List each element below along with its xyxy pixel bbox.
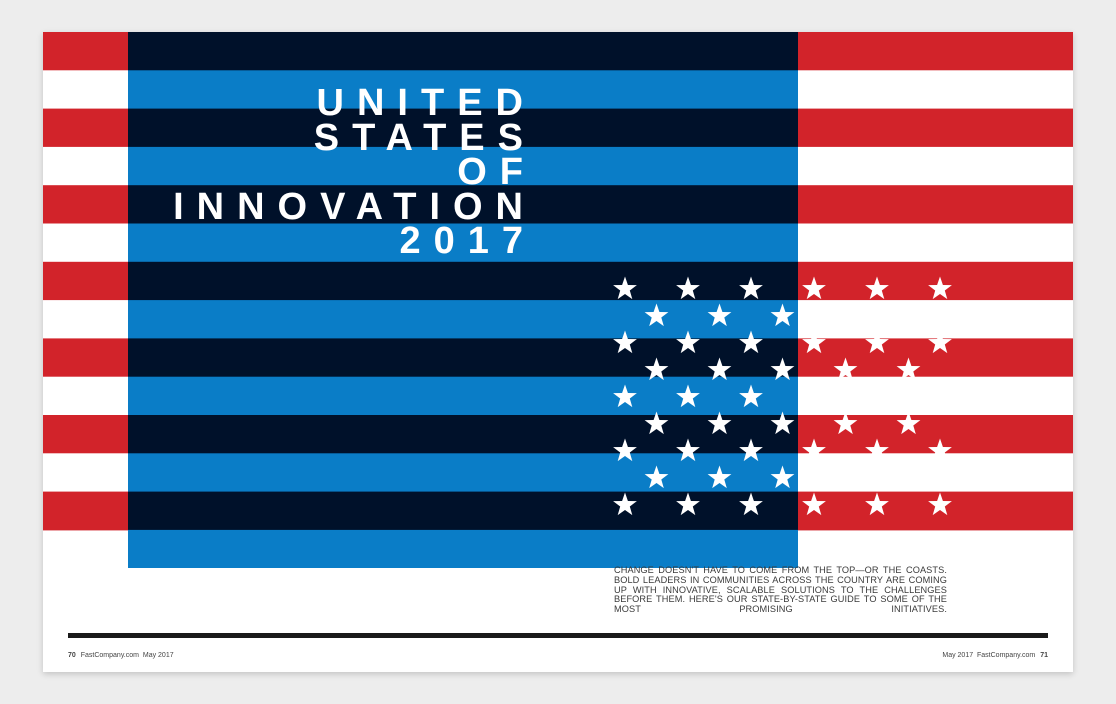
panel-stripe: [128, 185, 798, 224]
star-icon: [865, 276, 889, 300]
star-icon: [928, 492, 952, 516]
headline-line: INNOVATION: [173, 185, 536, 228]
panel-stripe: [128, 70, 798, 110]
star-icon: [676, 330, 700, 354]
star-icon: [802, 384, 826, 408]
star-icon: [707, 465, 732, 489]
issue-date: May 2017: [142, 652, 174, 659]
star-icon: [613, 492, 637, 516]
site-name: FastCompany.com: [80, 652, 139, 659]
star-icon: [644, 465, 669, 489]
panel-stripe: [128, 108, 798, 148]
star-icon: [833, 411, 858, 435]
star-icon: [707, 303, 732, 327]
panel-stripe: [128, 300, 798, 339]
page-number-right: 71: [1040, 652, 1048, 659]
star-icon: [928, 384, 952, 408]
star-icon: [928, 276, 952, 300]
star-icon: [676, 276, 700, 300]
panel-stripe: [128, 376, 798, 416]
star-icon: [770, 303, 795, 327]
intro-paragraph: Change doesn't have to come from the top…: [614, 565, 947, 615]
footer-rule: [68, 633, 1048, 638]
star-icon: [865, 438, 889, 462]
star-icon: [802, 492, 826, 516]
star-icon: [833, 357, 858, 381]
star-icon: [739, 438, 763, 462]
panel-stripe: [128, 223, 798, 263]
page-number-left: 70: [68, 652, 76, 659]
star-icon: [770, 357, 795, 381]
star-icon: [928, 438, 952, 462]
star-icon: [896, 303, 921, 327]
star-icon: [865, 492, 889, 516]
star-icon: [802, 438, 826, 462]
star-icon: [613, 438, 637, 462]
magazine-spread: UNITED STATES OF INNOVATION 2017 Change …: [43, 32, 1073, 672]
headline-line: UNITED: [316, 82, 536, 124]
headline-line: STATES: [313, 116, 536, 159]
star-icon: [644, 303, 669, 327]
star-icon: [707, 411, 732, 435]
star-icon: [739, 330, 763, 354]
star-icon: [676, 438, 700, 462]
panel-stripe: [128, 338, 798, 378]
star-icon: [739, 492, 763, 516]
footer-right: May 2017 FastCompany.com 71: [942, 652, 1048, 659]
headline-line: 2017: [399, 220, 536, 263]
headline-line: OF: [457, 151, 536, 194]
star-icon: [644, 357, 669, 381]
issue-date: May 2017: [942, 652, 974, 659]
panel-stripe: [128, 491, 798, 531]
panel-stripe: [128, 453, 798, 493]
star-icon: [833, 465, 858, 489]
star-icon: [896, 465, 921, 489]
headline: UNITED STATES OF INNOVATION 2017: [173, 82, 536, 263]
footer-left: 70 FastCompany.com May 2017: [68, 652, 174, 659]
star-icon: [770, 465, 795, 489]
panel-stripe: [128, 146, 798, 186]
star-icon: [896, 411, 921, 435]
star-icon: [770, 411, 795, 435]
star-icon: [802, 330, 826, 354]
star-icon: [676, 384, 700, 408]
star-icon: [739, 384, 763, 408]
flag-artwork: [43, 32, 1073, 568]
star-icon: [644, 411, 669, 435]
panel-stripe: [128, 261, 798, 301]
star-icon: [896, 357, 921, 381]
star-icon: [865, 384, 889, 408]
star-icon: [833, 303, 858, 327]
star-icon: [676, 492, 700, 516]
star-icon: [739, 276, 763, 300]
star-icon: [928, 330, 952, 354]
star-icon: [802, 276, 826, 300]
star-icon: [613, 330, 637, 354]
site-name: FastCompany.com: [977, 652, 1036, 659]
star-icon: [613, 384, 637, 408]
star-icon: [707, 357, 732, 381]
panel-stripe: [128, 32, 798, 71]
star-icon: [865, 330, 889, 354]
star-icon: [613, 276, 637, 300]
panel-stripe: [128, 529, 798, 568]
